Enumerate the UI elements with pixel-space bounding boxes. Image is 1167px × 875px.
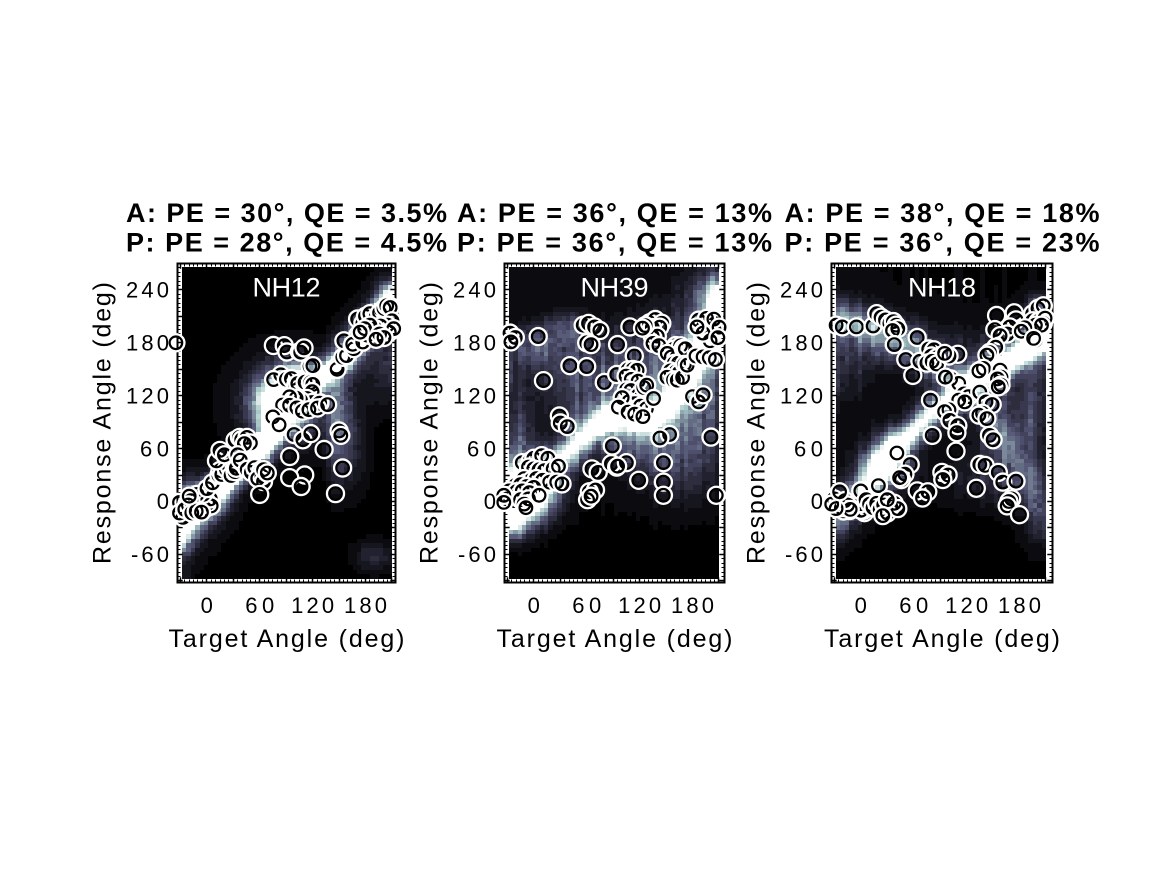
svg-text:Response Angle (deg): Response Angle (deg): [743, 282, 771, 564]
svg-text:0: 0: [157, 489, 169, 514]
svg-text:A: PE = 36°, QE = 13%: A: PE = 36°, QE = 13%: [457, 198, 772, 228]
svg-text:180: 180: [344, 593, 387, 618]
svg-text:120: 120: [126, 383, 169, 408]
svg-text:180: 180: [671, 593, 714, 618]
svg-text:180: 180: [126, 331, 169, 356]
svg-text:-60: -60: [785, 542, 823, 567]
svg-text:NH39: NH39: [581, 273, 649, 303]
svg-text:240: 240: [780, 278, 823, 303]
svg-text:120: 120: [453, 383, 496, 408]
svg-text:Response Angle (deg): Response Angle (deg): [416, 282, 444, 564]
svg-text:120: 120: [945, 593, 988, 618]
svg-text:P: PE = 36°, QE = 13%: P: PE = 36°, QE = 13%: [457, 228, 772, 258]
svg-text:120: 120: [291, 593, 334, 618]
svg-text:Target Angle (deg): Target Angle (deg): [824, 625, 1060, 653]
svg-text:0: 0: [201, 593, 213, 618]
svg-text:180: 180: [453, 331, 496, 356]
svg-text:180: 180: [780, 331, 823, 356]
svg-text:120: 120: [780, 383, 823, 408]
svg-text:A: PE = 30°, QE = 3.5%: A: PE = 30°, QE = 3.5%: [126, 198, 447, 228]
svg-text:-60: -60: [458, 542, 496, 567]
svg-text:NH18: NH18: [908, 273, 976, 303]
svg-text:Target Angle (deg): Target Angle (deg): [169, 625, 405, 653]
svg-text:240: 240: [453, 278, 496, 303]
svg-text:Target Angle (deg): Target Angle (deg): [497, 625, 733, 653]
svg-text:120: 120: [618, 593, 661, 618]
svg-text:0: 0: [528, 593, 540, 618]
svg-text:A: PE = 38°, QE = 18%: A: PE = 38°, QE = 18%: [785, 198, 1100, 228]
svg-text:NH12: NH12: [253, 273, 321, 303]
svg-text:P: PE = 28°, QE = 4.5%: P: PE = 28°, QE = 4.5%: [126, 228, 447, 258]
svg-text:-60: -60: [131, 542, 169, 567]
svg-text:P: PE = 36°, QE = 23%: P: PE = 36°, QE = 23%: [785, 228, 1100, 258]
svg-text:0: 0: [811, 489, 823, 514]
svg-text:0: 0: [855, 593, 867, 618]
svg-text:240: 240: [126, 278, 169, 303]
svg-text:180: 180: [998, 593, 1041, 618]
svg-text:Response Angle (deg): Response Angle (deg): [89, 282, 117, 564]
svg-text:0: 0: [484, 489, 496, 514]
